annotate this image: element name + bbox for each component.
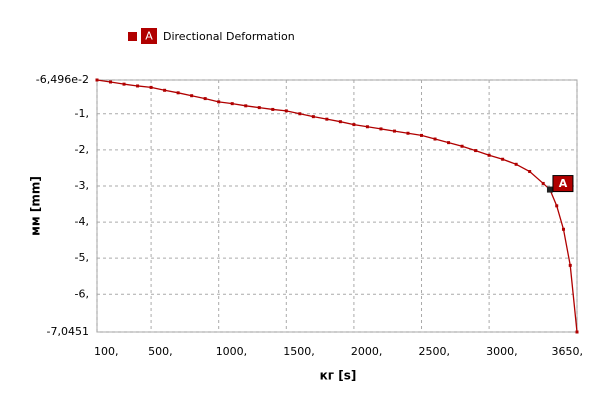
point: [365, 125, 369, 129]
x-tick-label: 500,: [148, 345, 173, 358]
point: [122, 82, 126, 86]
point: [311, 115, 315, 119]
point: [230, 102, 234, 106]
point: [487, 153, 491, 157]
point: [149, 85, 153, 89]
point: [433, 137, 437, 141]
y-tick-label: -7,0451: [47, 325, 89, 338]
point: [541, 181, 545, 185]
point: [163, 88, 167, 92]
point: [217, 100, 221, 104]
point: [501, 157, 505, 161]
point: [528, 170, 532, 174]
point: [352, 123, 356, 127]
x-tick-label: 2500,: [419, 345, 451, 358]
point: [514, 162, 518, 166]
x-tick-label: 3650,: [552, 345, 584, 358]
point: [109, 80, 113, 84]
point: [190, 94, 194, 98]
y-tick-label: -1,: [75, 107, 89, 120]
legend-label: Directional Deformation: [163, 30, 295, 43]
point: [298, 112, 302, 116]
annotation: A: [559, 177, 568, 190]
point: [284, 109, 288, 113]
point: [568, 263, 572, 267]
point: [555, 204, 559, 208]
annotation-anchor: [546, 186, 553, 193]
point: [338, 120, 342, 124]
point: [203, 97, 207, 101]
point: [392, 129, 396, 133]
y-axis-label: мм [mm]: [29, 176, 43, 236]
point: [271, 107, 275, 111]
point: [257, 106, 261, 110]
point: [136, 84, 140, 88]
x-tick-label: 1000,: [216, 345, 248, 358]
y-tick-label: -6,: [75, 287, 89, 300]
point: [325, 117, 329, 121]
x-tick-label: 100,: [94, 345, 119, 358]
y-tick-label: -4,: [75, 215, 89, 228]
point: [420, 133, 424, 137]
point: [460, 144, 464, 148]
point: [379, 127, 383, 131]
y-tick-label: -3,: [75, 179, 89, 192]
point: [244, 104, 248, 108]
point: [447, 141, 451, 145]
legend-swatch: [128, 32, 137, 41]
y-tick-label: -6,496e-2: [36, 73, 89, 86]
x-tick-label: 2000,: [351, 345, 383, 358]
x-tick-label: 3000,: [486, 345, 518, 358]
point: [474, 149, 478, 153]
point: [95, 78, 99, 82]
legend-tag: A: [145, 30, 153, 43]
point: [406, 131, 410, 135]
legend-tag-box: [141, 28, 157, 44]
x-tick-label: 1500,: [283, 345, 315, 358]
plot-area: [96, 79, 578, 333]
point: [575, 330, 579, 334]
y-tick-label: -2,: [75, 143, 89, 156]
y-tick-label: -5,: [75, 251, 89, 264]
x-axis-label: кг [s]: [320, 369, 357, 383]
point: [176, 91, 180, 95]
point: [561, 227, 565, 231]
annotation-box: [552, 175, 574, 193]
